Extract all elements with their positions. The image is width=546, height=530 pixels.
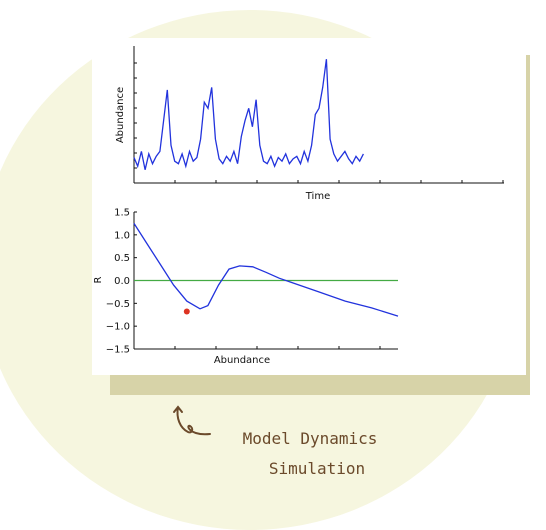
caption-line-1: Model Dynamics <box>242 429 378 448</box>
abundance-time-chart: Time Abundance <box>115 46 504 202</box>
chart-card: Time Abundance 1.5 1.0 0.5 0.0 −0.5 −1.0 −1.5 … <box>92 38 526 375</box>
equilibrium-point <box>183 308 190 315</box>
bottom-ylabel: R <box>93 276 104 283</box>
caption-line-2: Simulation <box>268 459 366 478</box>
curly-arrow-icon <box>173 405 211 436</box>
bottom-y-tick-label: −1.5 <box>106 345 130 356</box>
bottom-y-tick-label: 1.0 <box>114 230 130 241</box>
r-abundance-chart: 1.5 1.0 0.5 0.0 −0.5 −1.0 −1.5 Abundance R <box>93 208 399 366</box>
bottom-y-tick-label: −0.5 <box>106 299 130 310</box>
bottom-y-ticks: 1.5 1.0 0.5 0.0 −0.5 −1.0 −1.5 <box>106 208 137 356</box>
bottom-y-tick-label: 0.5 <box>114 253 130 264</box>
bottom-y-tick-label: 0.0 <box>114 276 130 287</box>
bottom-y-tick-label: −1.0 <box>106 322 130 333</box>
bottom-xlabel: Abundance <box>214 355 270 366</box>
bottom-x-ticks <box>133 346 381 349</box>
bottom-y-tick-label: 1.5 <box>114 208 130 219</box>
r-curve-line <box>133 223 399 317</box>
top-ticks <box>133 62 504 184</box>
caption: Model Dynamics Simulation <box>230 424 390 484</box>
top-ylabel: Abundance <box>115 87 126 143</box>
abundance-series-line <box>133 59 364 170</box>
top-xlabel: Time <box>305 191 330 202</box>
